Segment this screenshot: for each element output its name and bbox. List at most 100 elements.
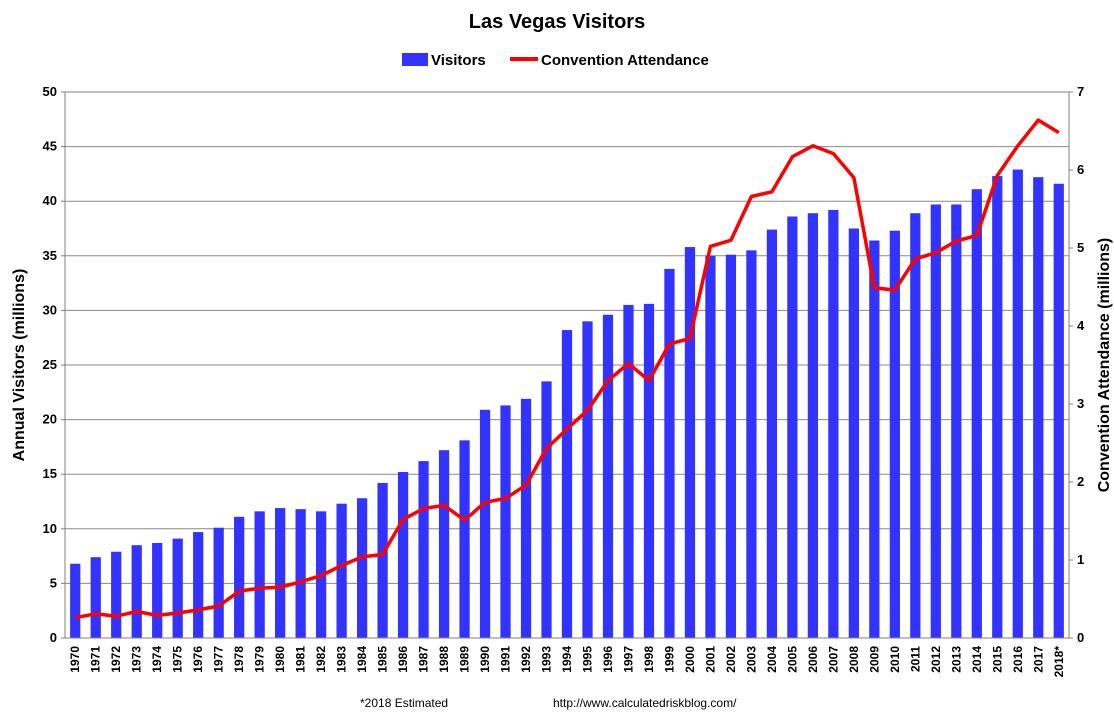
bar-visitors-1991 <box>500 405 511 638</box>
x-tick-label: 1977 <box>212 646 226 673</box>
bar-visitors-1989 <box>459 440 470 638</box>
y-left-tick-label: 15 <box>43 466 57 481</box>
bar-visitors-2010 <box>889 230 900 638</box>
x-tick-label: 2012 <box>929 646 943 673</box>
legend: Visitors Convention Attendance <box>402 52 709 69</box>
x-tick-label: 2001 <box>703 646 717 673</box>
y-right-tick-label: 1 <box>1077 552 1084 567</box>
bar-visitors-1971 <box>90 557 101 638</box>
y-right-tick-label: 5 <box>1077 240 1084 255</box>
bar-visitors-1998 <box>643 303 655 638</box>
y-left-tick-label: 35 <box>43 248 57 263</box>
bars-visitors <box>70 169 1064 639</box>
bar-visitors-1978 <box>234 516 245 638</box>
bar-visitors-2015 <box>992 176 1003 639</box>
bar-visitors-2018* <box>1053 183 1064 638</box>
x-tick-label: 1993 <box>540 646 554 673</box>
bar-visitors-2003 <box>746 250 757 638</box>
x-tick-label: 1995 <box>581 646 595 673</box>
y-right-tick-label: 4 <box>1077 318 1085 333</box>
y-axis-right-label: Convention Attendance (millions) <box>1096 238 1113 493</box>
bar-visitors-1970 <box>70 563 81 638</box>
bar-visitors-1996 <box>602 314 614 638</box>
x-tick-label: 2009 <box>867 646 881 673</box>
bar-visitors-2006 <box>807 213 818 638</box>
y-left-tick-label: 25 <box>43 357 57 372</box>
bar-visitors-2004 <box>766 229 778 639</box>
x-tick-label: 2004 <box>765 646 779 673</box>
x-tick-label: 1979 <box>253 646 267 673</box>
x-tick-label: 2003 <box>744 646 758 673</box>
chart-title: Las Vegas Visitors <box>469 11 645 33</box>
legend-label-convention: Convention Attendance <box>541 52 709 69</box>
x-tick-label: 1992 <box>519 646 533 673</box>
bar-visitors-1973 <box>131 545 142 638</box>
bar-visitors-2009 <box>869 240 880 638</box>
bar-visitors-1997 <box>623 304 634 638</box>
bar-visitors-1986 <box>397 472 409 638</box>
y-left-tick-label: 10 <box>43 521 57 536</box>
bar-visitors-1988 <box>438 450 450 638</box>
bar-visitors-1990 <box>479 409 491 638</box>
x-tick-label: 1981 <box>294 646 308 673</box>
bar-visitors-2013 <box>951 204 962 638</box>
x-tick-label: 2010 <box>888 646 902 673</box>
x-tick-label: 1973 <box>130 646 144 673</box>
x-tick-label: 2014 <box>970 646 984 673</box>
bar-visitors-2014 <box>971 189 982 639</box>
y-right-tick-label: 3 <box>1077 396 1084 411</box>
x-tick-label: 1974 <box>150 646 164 673</box>
x-tick-label: 1975 <box>171 646 185 673</box>
x-tick-label: 2008 <box>847 646 861 673</box>
legend-swatch-visitors <box>402 53 428 66</box>
x-tick-label: 2013 <box>949 646 963 673</box>
y-axis-left-label: Annual Visitors (millions) <box>11 269 28 462</box>
x-tick-label: 2015 <box>990 646 1004 673</box>
bar-visitors-2011 <box>910 213 921 638</box>
y-right-tick-label: 0 <box>1077 630 1084 645</box>
x-tick-label: 1984 <box>355 646 369 673</box>
x-tick-label: 1988 <box>437 646 451 673</box>
x-tick-label: 2007 <box>826 646 840 673</box>
bar-visitors-2002 <box>725 254 737 638</box>
x-tick-label: 2005 <box>785 646 799 673</box>
y-left-tick-label: 0 <box>50 630 57 645</box>
x-tick-label: 1971 <box>89 646 103 673</box>
legend-label-visitors: Visitors <box>431 52 486 69</box>
y-right-tick-label: 6 <box>1077 162 1084 177</box>
x-tick-label: 2017 <box>1031 646 1045 673</box>
x-tick-label: 2000 <box>683 646 697 673</box>
x-tick-label: 1986 <box>396 646 410 673</box>
x-tick-label: 1989 <box>458 646 472 673</box>
x-tick-label: 1970 <box>68 646 82 673</box>
y-left-tick-label: 50 <box>43 84 57 99</box>
x-tick-label: 2011 <box>908 646 922 672</box>
x-tick-label: 1996 <box>601 646 615 673</box>
bar-visitors-1987 <box>418 461 429 638</box>
y-right-tick-label: 2 <box>1077 474 1084 489</box>
bar-visitors-1992 <box>520 398 532 638</box>
line-convention-attendance <box>74 118 1060 620</box>
bar-visitors-2007 <box>828 209 839 638</box>
x-tick-label: 1972 <box>109 646 123 673</box>
y-left-tick-label: 20 <box>43 412 57 427</box>
x-tick-label: 1983 <box>335 646 349 673</box>
bar-visitors-1983 <box>336 503 347 638</box>
bar-visitors-1979 <box>254 511 265 638</box>
bar-visitors-1994 <box>561 330 573 638</box>
footer-url: http://www.calculatedriskblog.com/ <box>553 696 737 710</box>
x-tick-label: 1999 <box>662 646 676 673</box>
bar-visitors-1995 <box>582 321 593 638</box>
y-right-tick-label: 7 <box>1077 84 1084 99</box>
x-tick-label: 1987 <box>417 646 431 673</box>
bar-visitors-2000 <box>684 247 696 638</box>
x-tick-label: 2018* <box>1052 646 1066 678</box>
x-tick-label: 1991 <box>499 646 513 673</box>
x-tick-label: 1982 <box>314 646 328 673</box>
bar-visitors-1981 <box>295 509 306 638</box>
bar-visitors-1977 <box>213 527 224 638</box>
bar-visitors-1985 <box>377 482 388 638</box>
x-tick-label: 1976 <box>191 646 205 673</box>
x-tick-label: 1978 <box>232 646 246 673</box>
bar-visitors-1972 <box>111 551 122 638</box>
